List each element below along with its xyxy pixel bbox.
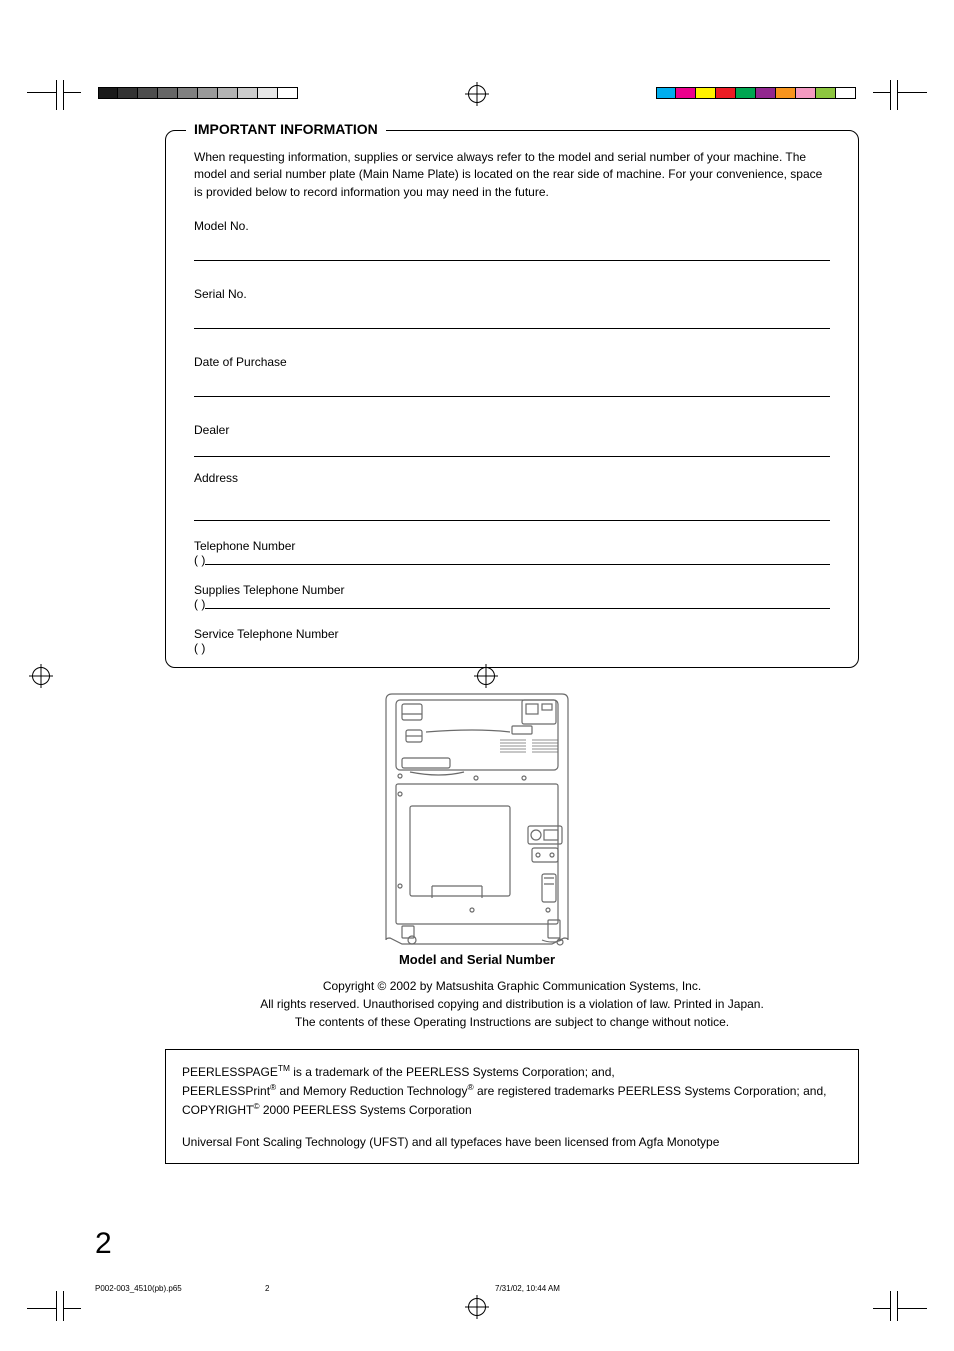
crop-mark xyxy=(63,92,81,93)
page-content: IMPORTANT INFORMATION When requesting in… xyxy=(95,130,859,1271)
phone-area-code: ( ) xyxy=(194,641,205,655)
crop-mark xyxy=(897,1308,927,1309)
copyright-line: Copyright © 2002 by Matsushita Graphic C… xyxy=(225,977,799,995)
crop-mark xyxy=(873,1308,891,1309)
grayscale-colorbar xyxy=(98,87,298,99)
trademark-text: is a trademark of the PEERLESS Systems C… xyxy=(290,1065,615,1079)
crop-mark xyxy=(56,80,57,110)
phone-area-code: ( ) xyxy=(194,597,205,611)
field-label: Dealer xyxy=(194,423,229,437)
crop-mark xyxy=(27,92,57,93)
figure-caption: Model and Serial Number xyxy=(372,952,582,967)
field-label: Supplies Telephone Number xyxy=(194,583,830,597)
trademark-box: PEERLESSPAGETM is a trademark of the PEE… xyxy=(165,1049,859,1164)
crop-mark xyxy=(873,92,891,93)
important-information-intro: When requesting information, supplies or… xyxy=(194,149,830,201)
trademark-text: and Memory Reduction Technology xyxy=(276,1084,467,1098)
field-model-no: Model No. xyxy=(194,219,830,261)
field-serial-no: Serial No. xyxy=(194,287,830,329)
crop-mark xyxy=(63,1308,81,1309)
field-underline xyxy=(194,379,830,397)
trademark-text: PEERLESSPrint xyxy=(182,1084,270,1098)
crop-mark xyxy=(27,1308,57,1309)
imposition-footer: P002-003_4510(pb).p65 2 7/31/02, 10:44 A… xyxy=(95,1284,859,1293)
trademark-paragraph: Universal Font Scaling Technology (UFST)… xyxy=(182,1133,842,1151)
registration-target-icon xyxy=(468,85,486,103)
trademark-paragraph: PEERLESSPAGETM is a trademark of the PEE… xyxy=(182,1062,842,1119)
field-label: Telephone Number xyxy=(194,539,830,553)
copyright-line: The contents of these Operating Instruct… xyxy=(225,1013,799,1031)
tm-symbol: TM xyxy=(278,1063,290,1073)
field-dealer: Dealer xyxy=(194,423,830,457)
crop-mark xyxy=(897,92,927,93)
crop-mark xyxy=(897,80,898,110)
field-underline xyxy=(194,439,830,457)
field-supplies-telephone: Supplies Telephone Number ( ) xyxy=(194,583,830,611)
field-underline xyxy=(205,564,830,565)
field-underline xyxy=(194,243,830,261)
registration-target-icon xyxy=(32,667,50,685)
crop-mark xyxy=(63,1291,64,1321)
process-colorbar xyxy=(656,87,856,99)
field-telephone: Telephone Number ( ) xyxy=(194,539,830,567)
crop-mark xyxy=(890,1291,891,1321)
field-label: Service Telephone Number xyxy=(194,627,830,641)
field-label: Date of Purchase xyxy=(194,355,287,369)
important-information-box: IMPORTANT INFORMATION When requesting in… xyxy=(165,130,859,668)
device-svg xyxy=(372,686,582,946)
crop-mark xyxy=(63,80,64,110)
field-address: Address xyxy=(194,471,830,521)
registration-target-icon xyxy=(468,1298,486,1316)
trademark-text: 2000 PEERLESS Systems Corporation xyxy=(260,1103,472,1117)
footer-filename: P002-003_4510(pb).p65 xyxy=(95,1284,265,1293)
crop-mark xyxy=(890,80,891,110)
field-label: Serial No. xyxy=(194,287,247,301)
copyright-line: All rights reserved. Unauthorised copyin… xyxy=(225,995,799,1013)
page-number: 2 xyxy=(95,1227,112,1261)
footer-page: 2 xyxy=(265,1284,495,1293)
important-information-title: IMPORTANT INFORMATION xyxy=(186,121,386,137)
field-service-telephone: Service Telephone Number ( ) xyxy=(194,627,830,655)
footer-date: 7/31/02, 10:44 AM xyxy=(495,1284,859,1293)
field-underline xyxy=(194,503,830,521)
field-date-of-purchase: Date of Purchase xyxy=(194,355,830,397)
copyright-block: Copyright © 2002 by Matsushita Graphic C… xyxy=(95,977,859,1031)
device-rear-diagram: Model and Serial Number xyxy=(372,686,582,967)
field-label: Model No. xyxy=(194,219,249,233)
crop-mark xyxy=(56,1291,57,1321)
field-label: Address xyxy=(194,471,238,485)
crop-mark xyxy=(897,1291,898,1321)
phone-area-code: ( ) xyxy=(194,553,205,567)
field-underline xyxy=(205,608,830,609)
trademark-text: PEERLESSPAGE xyxy=(182,1065,278,1079)
field-underline xyxy=(194,311,830,329)
